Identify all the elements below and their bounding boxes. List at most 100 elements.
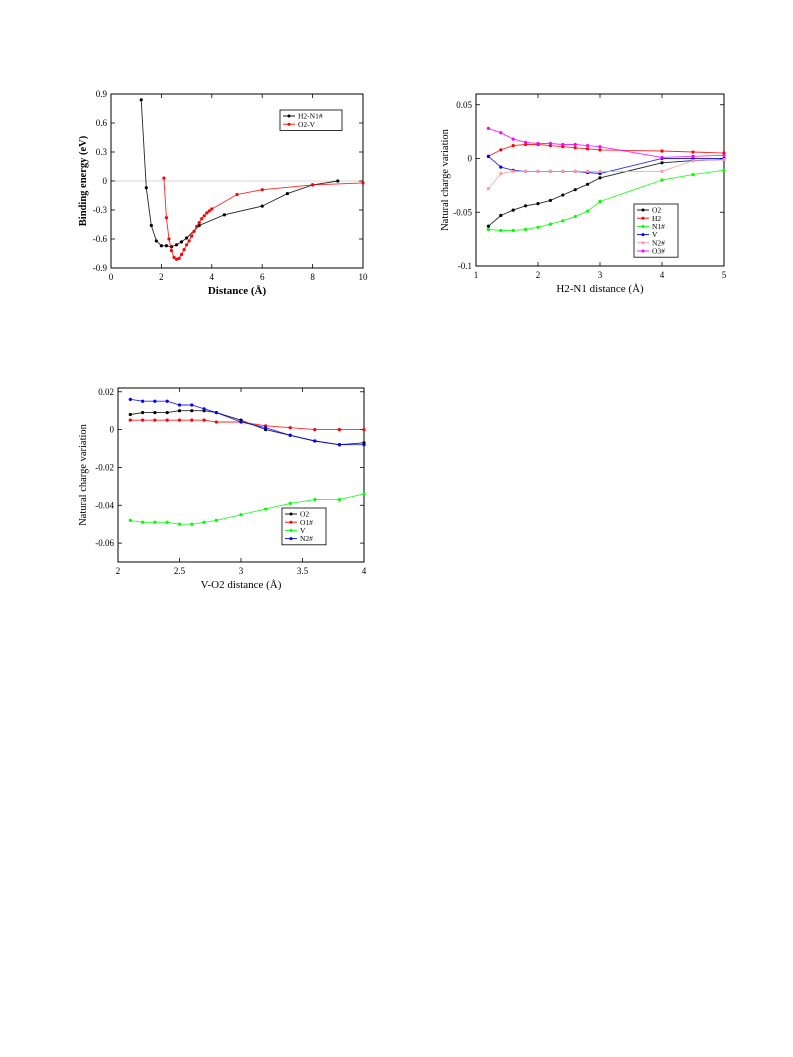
data-point-o2-v bbox=[174, 257, 179, 261]
data-point-o2-v bbox=[200, 217, 204, 221]
y-tick-label: -0.04 bbox=[95, 500, 114, 510]
data-point-o2 bbox=[660, 161, 664, 165]
data-point-h2-n1 bbox=[149, 223, 153, 228]
data-point-h2-n1 bbox=[222, 213, 226, 217]
data-point-o3 bbox=[691, 154, 695, 158]
y-tick-label: 0.3 bbox=[96, 147, 108, 157]
series-line-n1 bbox=[488, 169, 725, 231]
y-tick-label: 0.6 bbox=[96, 118, 108, 128]
series-line-n2 bbox=[488, 159, 725, 189]
legend-marker-h2 bbox=[641, 216, 645, 220]
data-point-v bbox=[239, 513, 243, 517]
data-point-n2 bbox=[660, 169, 664, 173]
data-point-o2-v bbox=[185, 243, 189, 247]
series-line-h2 bbox=[488, 144, 725, 157]
data-point-n2 bbox=[499, 171, 503, 176]
legend-marker-o2 bbox=[289, 512, 293, 516]
data-point-n1 bbox=[722, 168, 726, 172]
y-tick-label: -0.3 bbox=[93, 205, 108, 215]
data-point-h2-n1 bbox=[174, 243, 179, 247]
data-point-o1 bbox=[313, 428, 317, 432]
data-point-v bbox=[177, 522, 182, 526]
data-point-h2-n1 bbox=[164, 244, 169, 248]
data-point-h2-n1 bbox=[336, 179, 340, 183]
series-line-n2 bbox=[130, 398, 364, 446]
data-point-o3 bbox=[524, 140, 528, 144]
data-point-n1 bbox=[536, 225, 540, 229]
data-point-v bbox=[313, 497, 317, 502]
data-point-n1 bbox=[548, 222, 552, 226]
data-point-o3 bbox=[586, 144, 590, 148]
data-point-o2-v bbox=[235, 192, 239, 197]
legend-label-o2: O2 bbox=[300, 510, 309, 519]
y-axis-label: Natural charge variation bbox=[78, 423, 89, 526]
series-line-v bbox=[130, 493, 365, 525]
data-point-n2 bbox=[561, 169, 565, 173]
data-point-v bbox=[486, 154, 490, 158]
legend-label-o1: O1# bbox=[300, 518, 313, 527]
data-point-o1 bbox=[362, 428, 366, 432]
legend-marker-h2-n1 bbox=[287, 114, 291, 118]
data-point-n2 bbox=[722, 157, 726, 162]
legend-label-h2-n1: H2-N1# bbox=[298, 112, 323, 121]
data-point-o3 bbox=[548, 141, 552, 146]
data-point-v bbox=[165, 520, 169, 524]
data-point-o3 bbox=[660, 155, 664, 160]
data-point-o3 bbox=[536, 141, 540, 146]
series-line-o2 bbox=[488, 159, 725, 227]
data-point-o2 bbox=[486, 224, 490, 228]
y-tick-label: 0.02 bbox=[98, 387, 114, 397]
h2-n1-charge-chart: 1 2 3 4 5 -0.1 -0.05 0 0.05 H2-N1 distance (Å) Nat… bbox=[438, 86, 738, 301]
data-point-o1 bbox=[153, 418, 157, 422]
legend-label-o3: O3# bbox=[652, 247, 665, 256]
y-axis-label: Natural charge variation bbox=[440, 128, 451, 231]
data-point-o1 bbox=[165, 418, 169, 422]
data-point-n2 bbox=[691, 159, 695, 163]
x-tick-label: 3 bbox=[598, 270, 603, 280]
y-tick-label: 0.9 bbox=[96, 89, 108, 99]
data-point-o2 bbox=[177, 409, 182, 413]
legend-label-v: V bbox=[652, 230, 658, 239]
x-tick-label: 8 bbox=[310, 272, 315, 282]
y-tick-label: -0.05 bbox=[453, 207, 472, 217]
data-point-o2-v bbox=[162, 176, 166, 180]
data-point-h2 bbox=[691, 150, 695, 154]
data-point-o1 bbox=[202, 418, 206, 422]
data-point-h2-n1 bbox=[197, 223, 201, 228]
data-point-n2 bbox=[264, 426, 268, 430]
data-point-o2 bbox=[536, 202, 540, 206]
data-point-o2 bbox=[153, 410, 157, 415]
x-tick-label: 3.5 bbox=[297, 566, 309, 576]
data-point-v bbox=[288, 501, 292, 505]
legend-label-o2-v: O2-V bbox=[298, 120, 316, 129]
data-point-o1 bbox=[128, 418, 132, 422]
data-point-o2-v bbox=[260, 188, 264, 192]
data-point-o1 bbox=[190, 418, 194, 422]
data-point-h2-n1 bbox=[154, 239, 158, 243]
data-point-v bbox=[264, 507, 268, 511]
x-tick-label: 2 bbox=[116, 566, 121, 576]
data-point-h2 bbox=[660, 149, 664, 153]
data-point-o3 bbox=[499, 131, 503, 135]
data-point-h2-n1 bbox=[285, 191, 289, 196]
x-axis-label: V-O2 distance (Å) bbox=[201, 579, 282, 591]
data-point-o1 bbox=[288, 426, 292, 430]
data-point-o2 bbox=[190, 409, 194, 413]
data-point-o2-v bbox=[202, 214, 206, 218]
data-point-o2 bbox=[499, 213, 503, 218]
x-tick-label: 4 bbox=[362, 566, 367, 576]
data-point-v bbox=[499, 165, 503, 169]
y-tick-label: -0.6 bbox=[93, 234, 108, 244]
data-point-o2-v bbox=[190, 234, 194, 238]
data-point-v bbox=[337, 497, 341, 502]
data-point-v bbox=[202, 520, 206, 524]
data-point-n2 bbox=[128, 397, 132, 401]
data-point-n2 bbox=[313, 439, 317, 443]
data-point-n2 bbox=[486, 187, 490, 191]
data-point-h2 bbox=[586, 147, 590, 151]
legend-label-o2: O2 bbox=[652, 206, 661, 215]
data-point-o2-v bbox=[207, 209, 211, 213]
data-point-o2 bbox=[573, 188, 577, 192]
y-tick-label: 0 bbox=[103, 176, 108, 186]
data-point-n2 bbox=[214, 410, 218, 415]
